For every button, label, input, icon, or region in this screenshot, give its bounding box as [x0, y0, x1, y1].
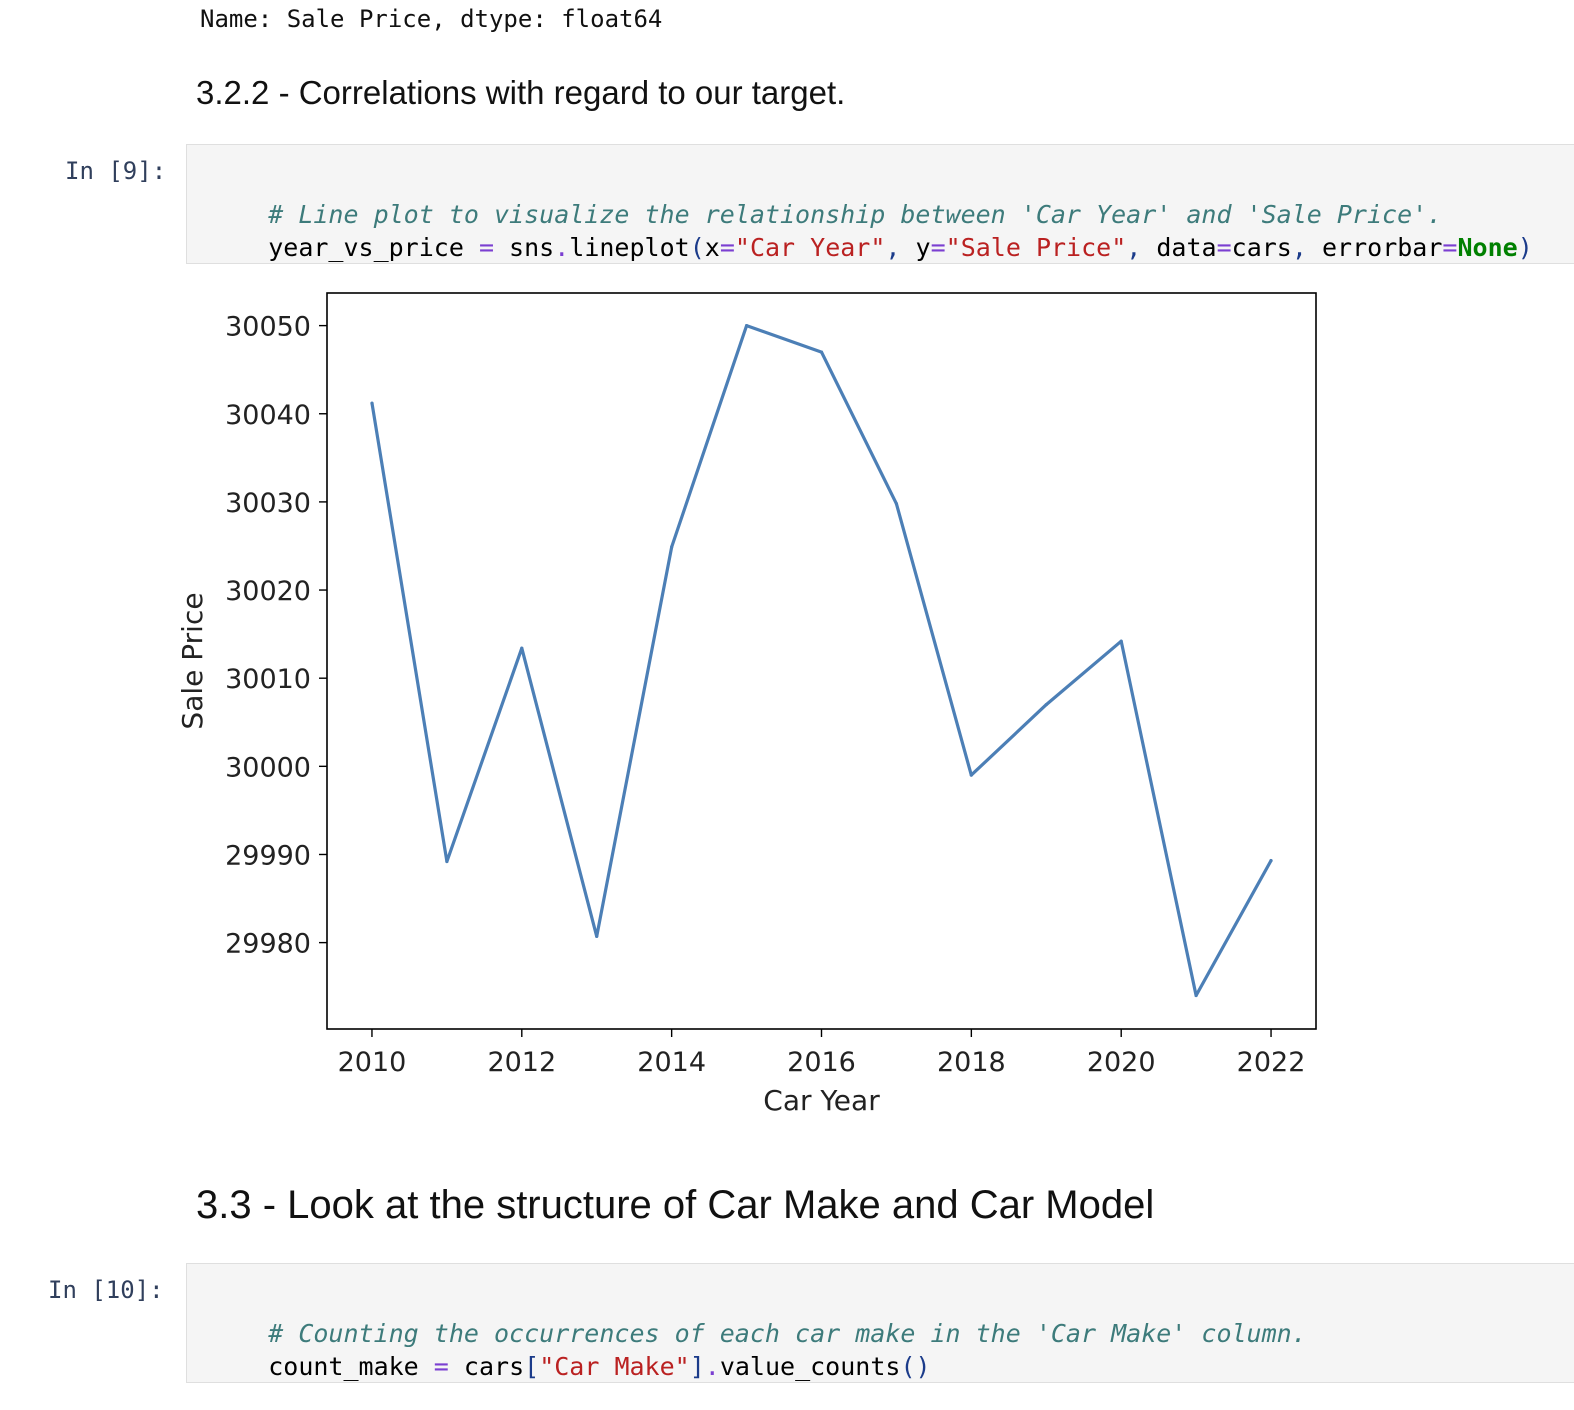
- data-point: [1269, 859, 1273, 863]
- code-token: data: [1141, 233, 1217, 262]
- code-punctuation: ,: [1291, 233, 1307, 262]
- x-tick-label: 2018: [937, 1047, 1006, 1078]
- previous-output: Name: Sale Price, dtype: float64: [200, 5, 663, 33]
- code-line-comment: # Line plot to visualize the relationshi…: [208, 171, 1442, 258]
- x-tick-label: 2014: [637, 1047, 706, 1078]
- code-token: x: [704, 233, 720, 262]
- data-point: [1194, 993, 1198, 998]
- code-cell-10[interactable]: # Counting the occurrences of each car m…: [186, 1263, 1574, 1383]
- code-token: value_counts: [719, 1352, 901, 1381]
- data-point: [969, 773, 973, 777]
- code-cell-9[interactable]: # Line plot to visualize the relationshi…: [186, 144, 1574, 264]
- code-punctuation: ]: [689, 1352, 705, 1381]
- code-operator: .: [704, 1352, 720, 1381]
- code-punctuation: ): [1517, 233, 1533, 262]
- plot-frame: [326, 292, 1317, 1030]
- code-string: "Sale Price": [945, 233, 1127, 262]
- section-heading-3-3: 3.3 - Look at the structure of Car Make …: [196, 1183, 1155, 1227]
- cell-9-prompt: In [9]:: [65, 157, 167, 185]
- code-keyword: None: [1457, 233, 1518, 262]
- code-operator: .: [554, 233, 570, 262]
- code-token: year_vs_price: [268, 233, 479, 262]
- data-point: [445, 859, 449, 864]
- cell-10-prompt: In [10]:: [48, 1276, 164, 1304]
- data-point: [670, 545, 674, 549]
- code-punctuation: ,: [885, 233, 901, 262]
- code-token: lineplot: [569, 233, 690, 262]
- y-tick-label: 30010: [225, 664, 311, 695]
- x-tick-label: 2010: [338, 1047, 407, 1078]
- series-line: [370, 324, 1273, 998]
- code-operator: =: [478, 233, 494, 262]
- code-comment: # Line plot to visualize the relationshi…: [268, 200, 1443, 229]
- code-operator: =: [433, 1352, 449, 1381]
- data-point: [745, 324, 749, 328]
- data-point: [595, 934, 599, 939]
- data-point: [1119, 639, 1123, 643]
- y-tick-label: 30000: [225, 752, 311, 783]
- code-line-value-counts: count_make = cars["Car Make"].value_coun…: [208, 1323, 931, 1410]
- line-chart: 2010 2012 2014 2016 2018 2020 2022 29980 29990 30…: [176, 292, 1317, 1117]
- code-string: "Car Year": [734, 233, 886, 262]
- code-line-comment: # Counting the occurrences of each car m…: [208, 1290, 1307, 1377]
- code-operator: =: [1216, 233, 1232, 262]
- code-token: cars: [448, 1352, 525, 1381]
- code-token: cars: [1231, 233, 1292, 262]
- code-token: count_make: [268, 1352, 434, 1381]
- code-punctuation: [: [524, 1352, 540, 1381]
- code-punctuation: (: [689, 233, 705, 262]
- x-tick-label: 2012: [487, 1047, 556, 1078]
- data-point: [520, 646, 524, 650]
- y-tick-label: 30030: [225, 488, 311, 519]
- data-point: [894, 502, 899, 506]
- data-point: [1044, 703, 1048, 707]
- code-operator: =: [719, 233, 735, 262]
- y-tick-label: 30040: [225, 400, 311, 431]
- code-punctuation: (): [900, 1352, 931, 1381]
- y-tick-label: 29980: [225, 929, 311, 960]
- code-line-lineplot: year_vs_price = sns.lineplot(x="Car Year…: [208, 204, 1533, 291]
- x-axis-label: Car Year: [763, 1084, 880, 1117]
- y-tick-label: 30050: [225, 312, 311, 343]
- code-punctuation: ,: [1126, 233, 1142, 262]
- code-string: "Car Make": [539, 1352, 690, 1381]
- y-tick-label: 30020: [225, 576, 311, 607]
- y-axis-label: Sale Price: [176, 592, 209, 729]
- x-tick-label: 2020: [1087, 1047, 1156, 1078]
- code-token: errorbar: [1306, 233, 1443, 262]
- section-heading-3-2-2: 3.2.2 - Correlations with regard to our …: [196, 74, 846, 111]
- code-operator: =: [930, 233, 946, 262]
- code-token: sns: [494, 233, 555, 262]
- data-point: [819, 350, 824, 354]
- code-comment: # Counting the occurrences of each car m…: [268, 1319, 1307, 1348]
- code-token: y: [900, 233, 931, 262]
- x-tick-label: 2016: [787, 1047, 856, 1078]
- y-tick-label: 29990: [225, 840, 311, 871]
- data-point: [370, 401, 374, 405]
- x-tick-label: 2022: [1237, 1047, 1306, 1078]
- code-operator: =: [1442, 233, 1458, 262]
